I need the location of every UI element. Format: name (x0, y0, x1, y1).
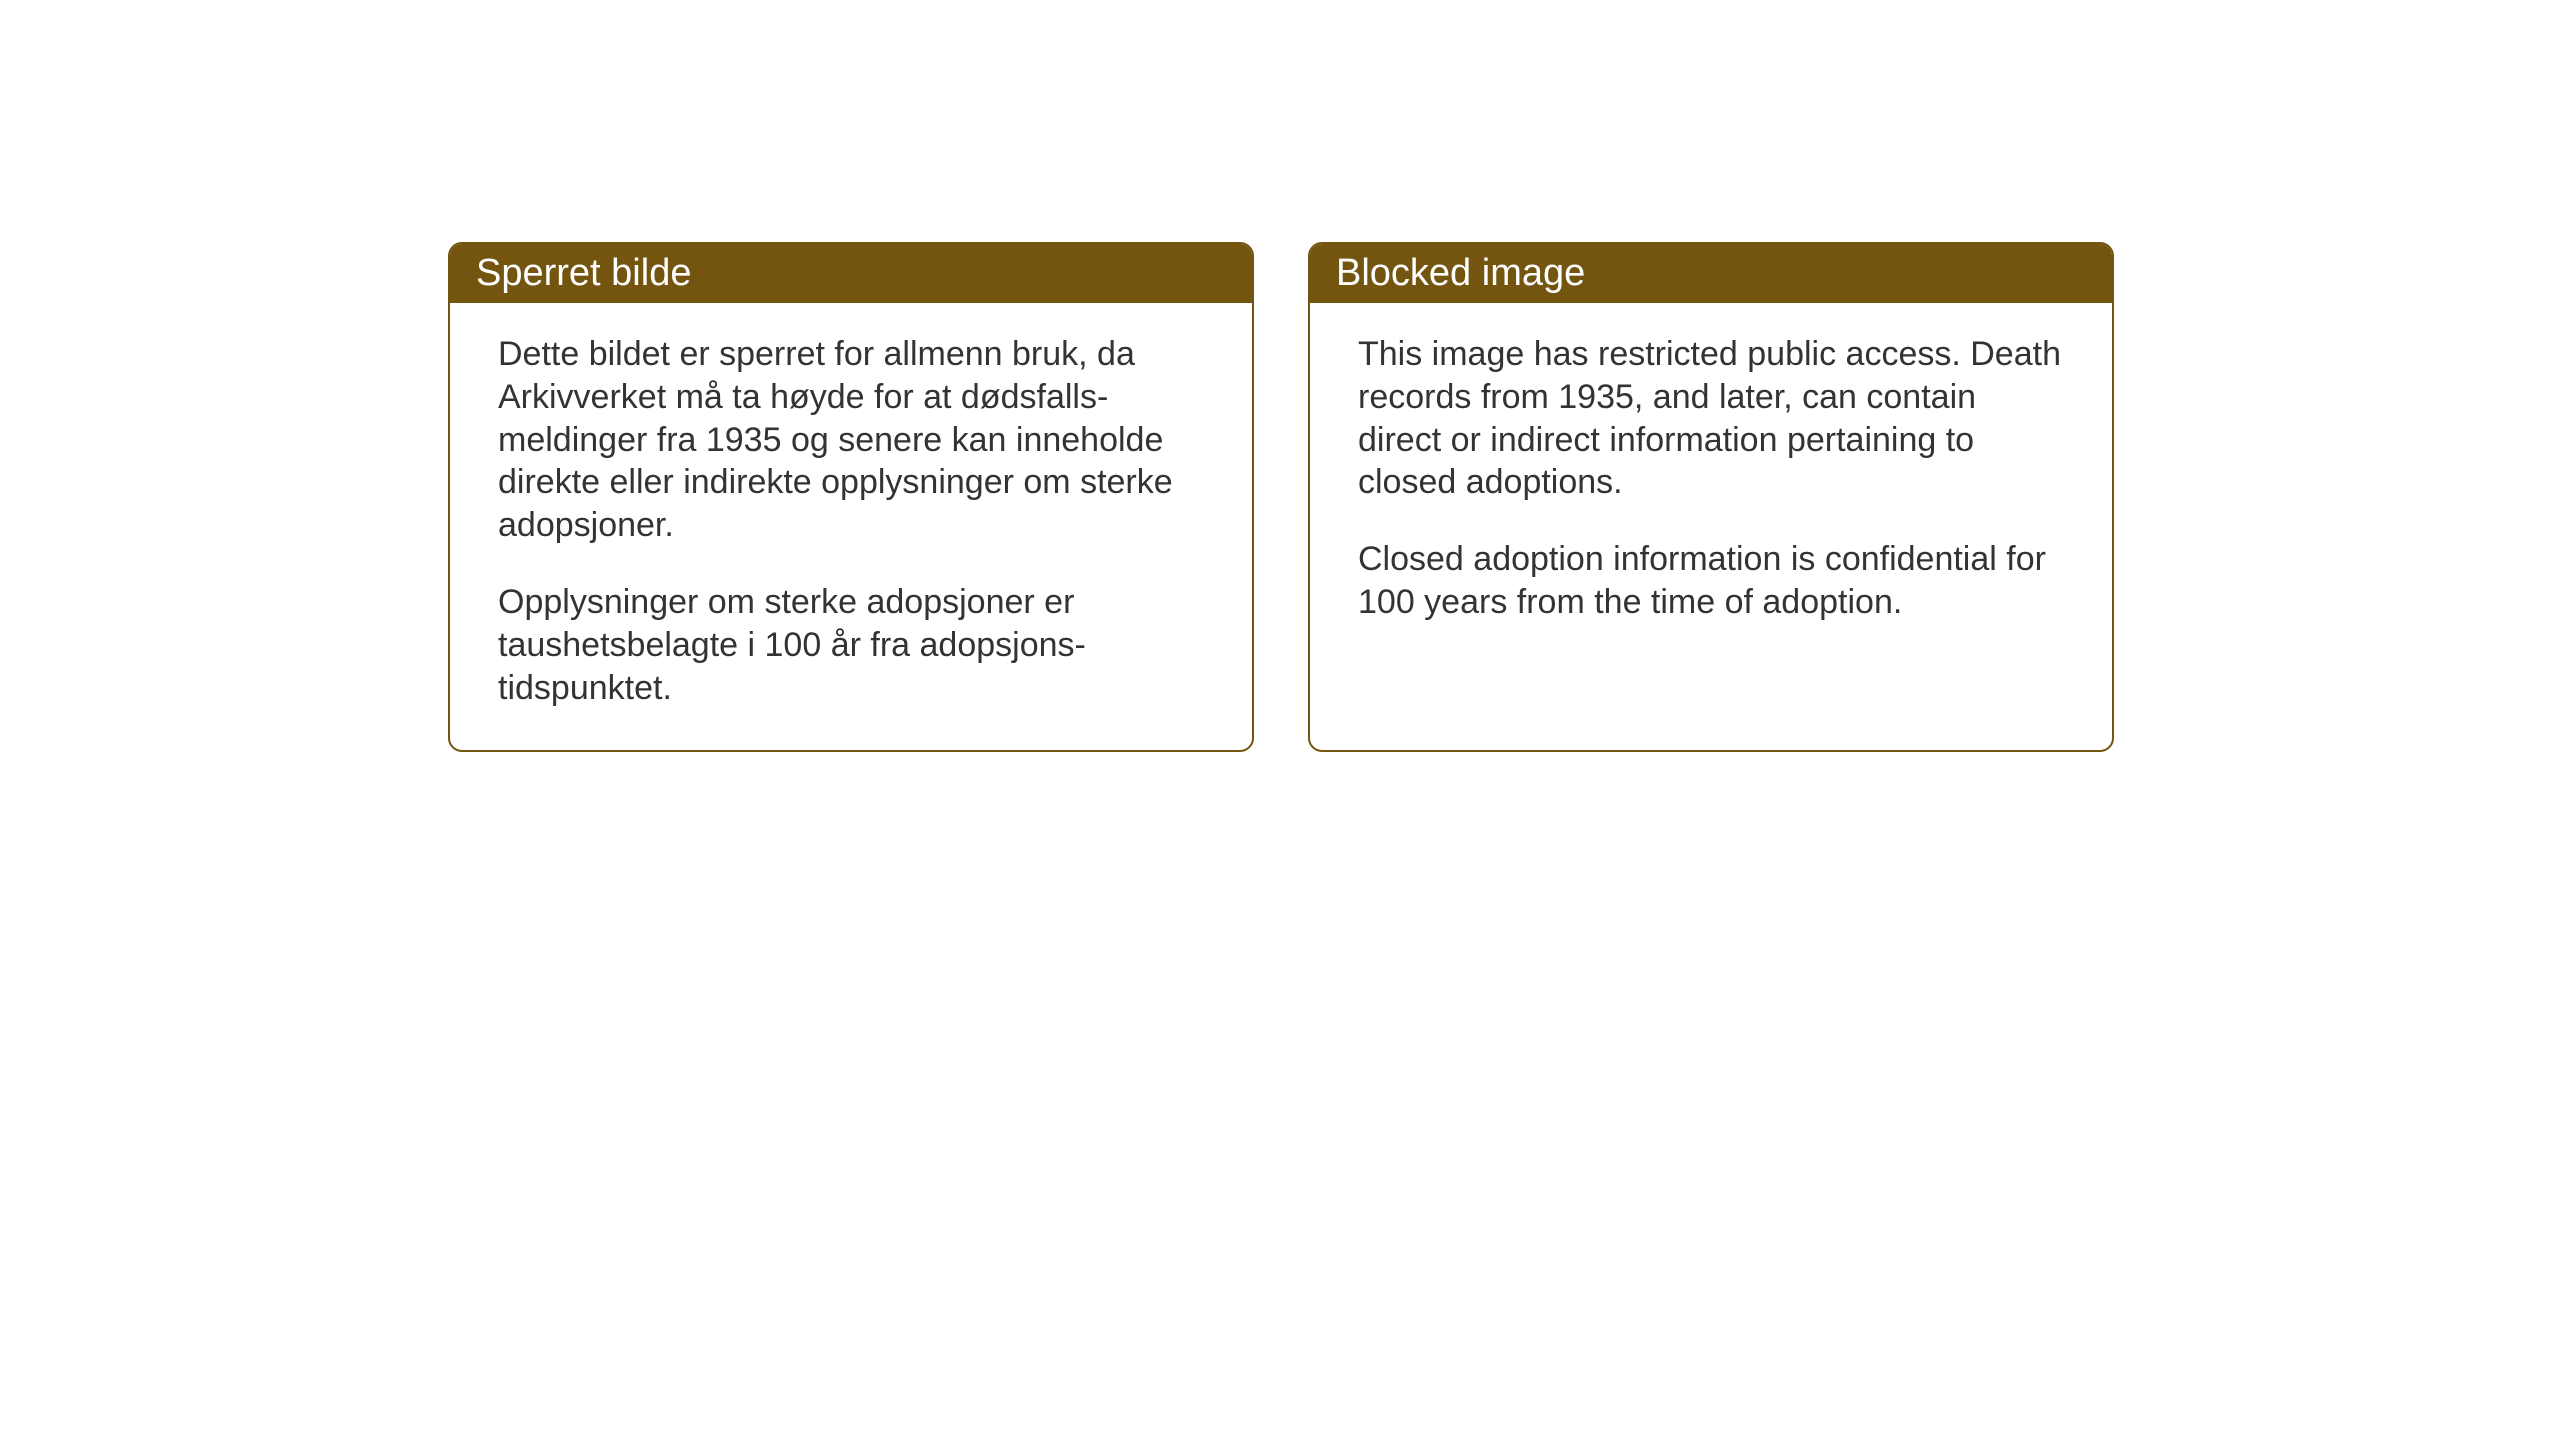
notice-box-norwegian: Sperret bilde Dette bildet er sperret fo… (448, 242, 1254, 752)
notice-header-norwegian: Sperret bilde (450, 244, 1252, 303)
notice-paragraph: Dette bildet er sperret for allmenn bruk… (498, 333, 1204, 547)
notice-body-english: This image has restricted public access.… (1310, 303, 2112, 664)
notice-paragraph: This image has restricted public access.… (1358, 333, 2064, 504)
notice-paragraph: Closed adoption information is confident… (1358, 538, 2064, 624)
notice-header-english: Blocked image (1310, 244, 2112, 303)
notice-body-norwegian: Dette bildet er sperret for allmenn bruk… (450, 303, 1252, 750)
notice-container: Sperret bilde Dette bildet er sperret fo… (448, 242, 2114, 752)
notice-box-english: Blocked image This image has restricted … (1308, 242, 2114, 752)
notice-paragraph: Opplysninger om sterke adopsjoner er tau… (498, 581, 1204, 709)
